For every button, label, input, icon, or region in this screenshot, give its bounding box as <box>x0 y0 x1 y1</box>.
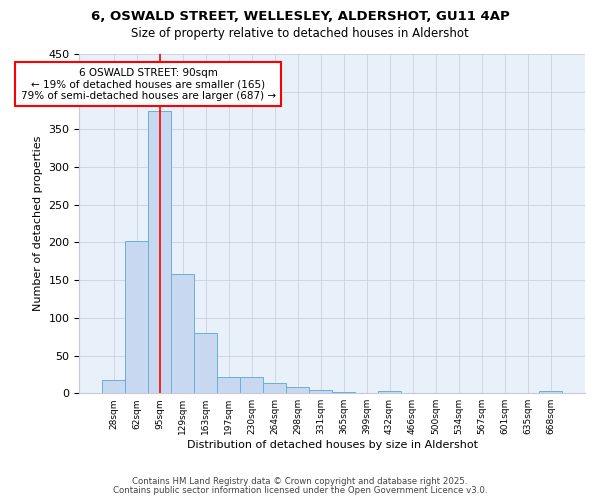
Bar <box>309 390 332 393</box>
Text: Contains HM Land Registry data © Crown copyright and database right 2025.: Contains HM Land Registry data © Crown c… <box>132 477 468 486</box>
Bar <box>263 382 286 393</box>
Text: 6 OSWALD STREET: 90sqm
← 19% of detached houses are smaller (165)
79% of semi-de: 6 OSWALD STREET: 90sqm ← 19% of detached… <box>20 68 275 101</box>
Bar <box>194 333 217 393</box>
Bar <box>286 387 309 393</box>
Bar <box>539 391 562 393</box>
Text: Size of property relative to detached houses in Aldershot: Size of property relative to detached ho… <box>131 28 469 40</box>
Bar <box>102 380 125 393</box>
Text: Contains public sector information licensed under the Open Government Licence v3: Contains public sector information licen… <box>113 486 487 495</box>
Bar <box>125 241 148 393</box>
Bar <box>171 274 194 393</box>
Bar <box>240 376 263 393</box>
Text: 6, OSWALD STREET, WELLESLEY, ALDERSHOT, GU11 4AP: 6, OSWALD STREET, WELLESLEY, ALDERSHOT, … <box>91 10 509 23</box>
Bar <box>378 391 401 393</box>
X-axis label: Distribution of detached houses by size in Aldershot: Distribution of detached houses by size … <box>187 440 478 450</box>
Y-axis label: Number of detached properties: Number of detached properties <box>33 136 43 312</box>
Bar <box>217 376 240 393</box>
Bar <box>332 392 355 393</box>
Bar <box>148 110 171 393</box>
